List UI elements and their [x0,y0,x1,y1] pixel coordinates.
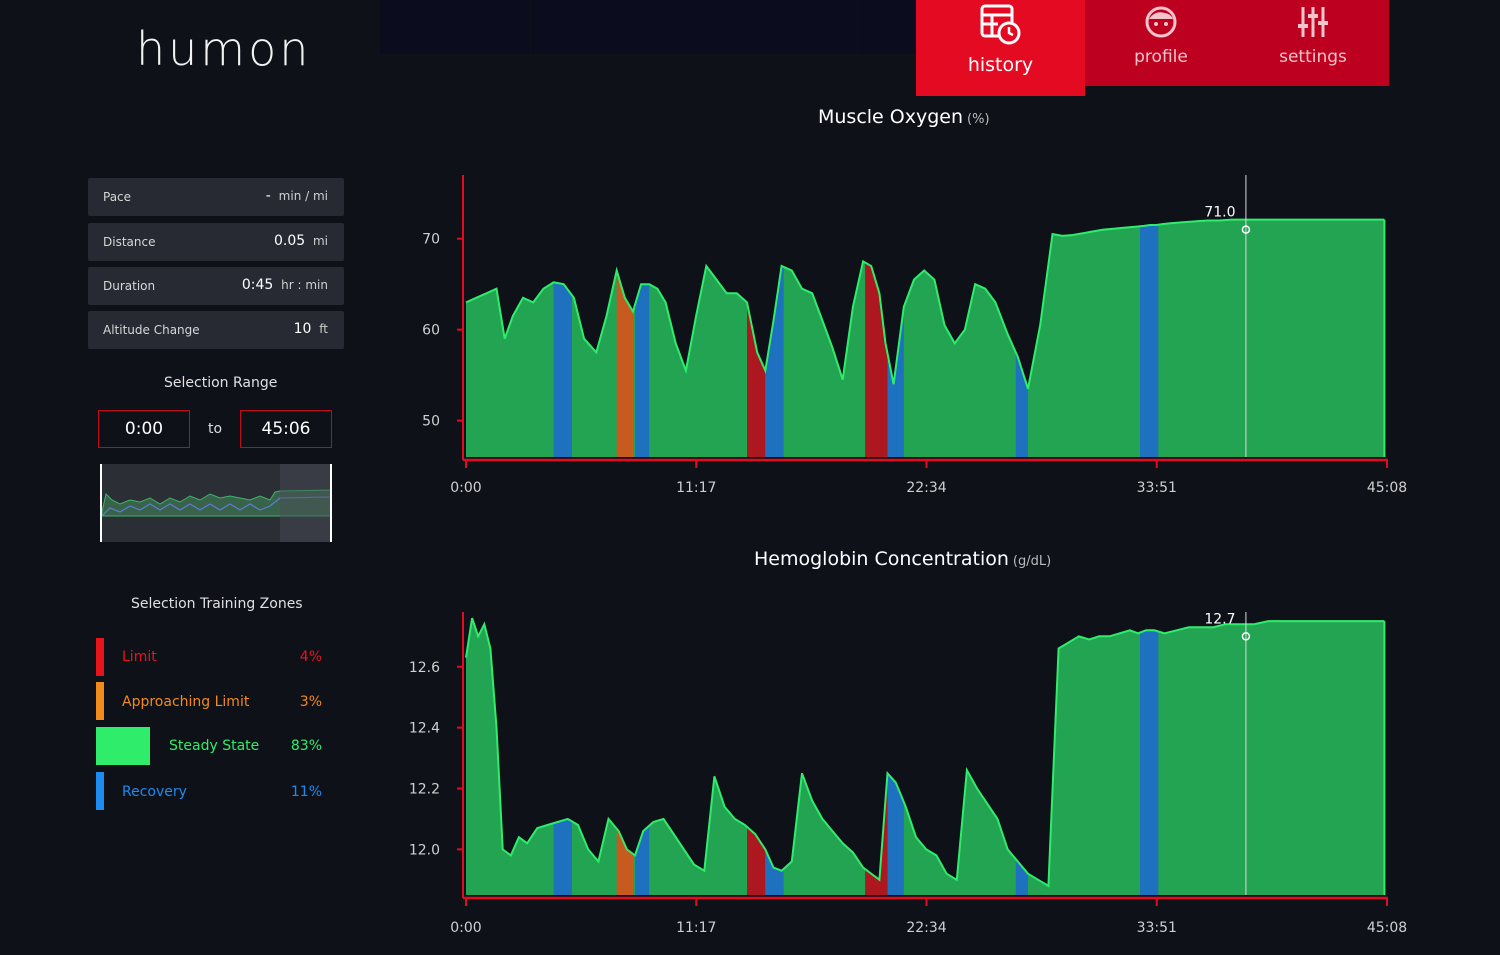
stat-unit: hr : min [281,278,328,292]
tab-settings-label: settings [1279,47,1347,67]
stat-value: 0:45 hr : min [242,277,328,293]
range-start-input[interactable]: 0:00 [98,410,190,448]
zone-band-limit [747,219,766,457]
x-tick-label: 0:00 [450,480,481,496]
tab-settings[interactable]: settings [1237,0,1389,86]
minimap-dim [280,464,332,542]
stat-altitude: Altitude Change 10 ft [88,311,344,349]
zone-swatch [96,727,150,765]
zone-swatch [96,682,104,720]
minimap-line [101,496,332,517]
selection-range-title: Selection Range [164,375,278,391]
chart-title-muscle-oxygen: Muscle Oxygen (%) [818,106,990,128]
chart-title-text: Muscle Oxygen [818,106,964,128]
zone-band-recovery [887,219,904,457]
zone-band-recovery [1015,219,1029,457]
top-strip [380,0,530,54]
x-tick-label: 33:51 [1137,480,1177,496]
series-line [465,218,1385,390]
history-icon [980,4,1020,45]
range-to-label: to [208,421,223,437]
zone-band-recovery [553,219,572,457]
zone-pct: 3% [299,694,322,710]
zones-title: Selection Training Zones [131,596,303,612]
top-strip [858,0,916,54]
stat-unit: ft [319,322,328,336]
zone-band-recovery [635,219,650,457]
chart-unit: (g/dL) [1012,554,1052,569]
app-logo: humon [136,22,312,76]
x-tick-label: 45:08 [1367,480,1407,496]
zone-swatch [96,638,104,676]
top-strip [531,0,857,54]
stat-number: 10 [293,321,312,337]
stat-unit: min / mi [278,189,328,203]
zone-band-limit [865,219,888,457]
stat-label: Distance [103,235,156,249]
x-tick-label: 11:17 [676,480,716,496]
stat-value: - min / mi [266,188,328,204]
stat-number: - [265,188,271,204]
stat-label: Pace [103,190,132,204]
zone-label: Steady State [169,738,260,754]
zone-swatch [96,772,104,810]
stat-value: 10 ft [294,321,328,337]
cursor-point [1241,225,1251,234]
stat-number: 0.05 [273,233,306,249]
y-tick-label: 60 [422,323,440,339]
stat-number: 0:45 [241,277,274,293]
y-tick-label: 70 [422,232,440,248]
stat-duration: Duration 0:45 hr : min [88,267,344,305]
sliders-icon [1298,7,1328,37]
tab-profile-label: profile [1134,47,1188,67]
zone-pct: 11% [290,784,322,800]
zone-label: Limit [122,649,157,665]
stat-pace: Pace - min / mi [88,178,344,216]
chart-unit: (%) [967,112,990,127]
zone-label: Approaching Limit [122,694,250,710]
stat-distance: Distance 0.05 mi [88,223,344,261]
zone-band-recovery [765,219,784,457]
chart-title-hemoglobin: Hemoglobin Concentration (g/dL) [754,548,1051,570]
cursor-value-label: 71.0 [1204,205,1235,221]
zone-pct: 83% [290,738,322,754]
steady-area [466,219,1385,457]
tab-history[interactable]: history [916,0,1085,96]
chart-title-text: Hemoglobin Concentration [754,548,1009,570]
tab-profile[interactable]: profile [1085,0,1237,86]
y-tick-label: 50 [422,414,440,430]
stat-value: 0.05 mi [274,233,328,249]
x-tick-label: 22:34 [906,480,946,496]
zone-label: Recovery [122,784,187,800]
stat-label: Duration [103,279,156,293]
zone-band-recovery [1140,219,1159,457]
stat-unit: mi [312,234,328,248]
zone-pct: 4% [299,649,322,665]
tab-history-label: history [967,54,1034,76]
face-icon [1145,6,1177,38]
stat-label: Altitude Change [103,323,200,337]
range-minimap[interactable] [100,464,332,542]
range-end-input[interactable]: 45:06 [240,410,332,448]
